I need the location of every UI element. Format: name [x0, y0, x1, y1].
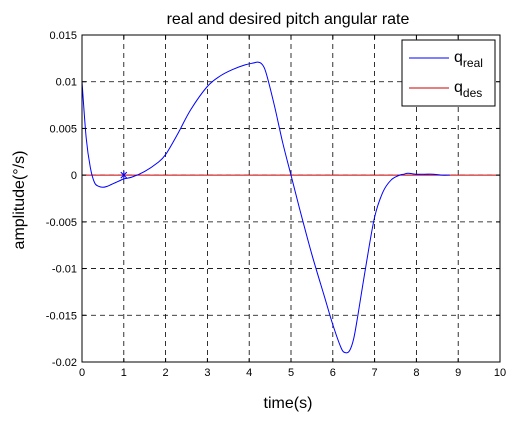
series-group	[81, 61, 500, 354]
series-line-real	[81, 61, 450, 354]
x-tick-label: 9	[455, 367, 461, 379]
y-tick-label: -0.02	[52, 357, 77, 369]
y-axis-label: amplitude(°/s)	[11, 151, 28, 250]
x-tick-label: 10	[494, 367, 506, 379]
axis-ticks: 0 1 2 3 4 5 6 7 8 9 10 0.015 0.01 0.005 0 -0.005 -0.01 -0…	[46, 30, 506, 379]
y-tick-label: 0	[71, 170, 77, 182]
y-tick-label: 0.015	[49, 30, 77, 42]
y-tick-label: -0.01	[52, 264, 77, 276]
x-tick-label: 3	[204, 367, 210, 379]
x-axis-label: time(s)	[264, 395, 313, 412]
legend-label-des: qdes	[454, 79, 482, 100]
legend-box	[401, 39, 496, 107]
x-tick-label: 8	[413, 367, 419, 379]
x-tick-label: 1	[121, 367, 127, 379]
x-tick-label: 7	[372, 367, 378, 379]
x-tick-label: 2	[163, 367, 169, 379]
legend-label-real: qreal	[454, 49, 483, 70]
x-tick-label: 5	[288, 367, 294, 379]
y-tick-label: 0.01	[56, 77, 77, 89]
x-tick-label: 0	[79, 367, 85, 379]
x-tick-label: 6	[330, 367, 336, 379]
y-tick-label: 0.005	[49, 123, 77, 135]
legend: qreal qdes	[401, 39, 496, 107]
x-tick-label: 4	[246, 367, 252, 379]
y-tick-label: -0.005	[46, 217, 77, 229]
chart-title: real and desired pitch angular rate	[167, 11, 410, 28]
y-tick-label: -0.015	[46, 310, 77, 322]
